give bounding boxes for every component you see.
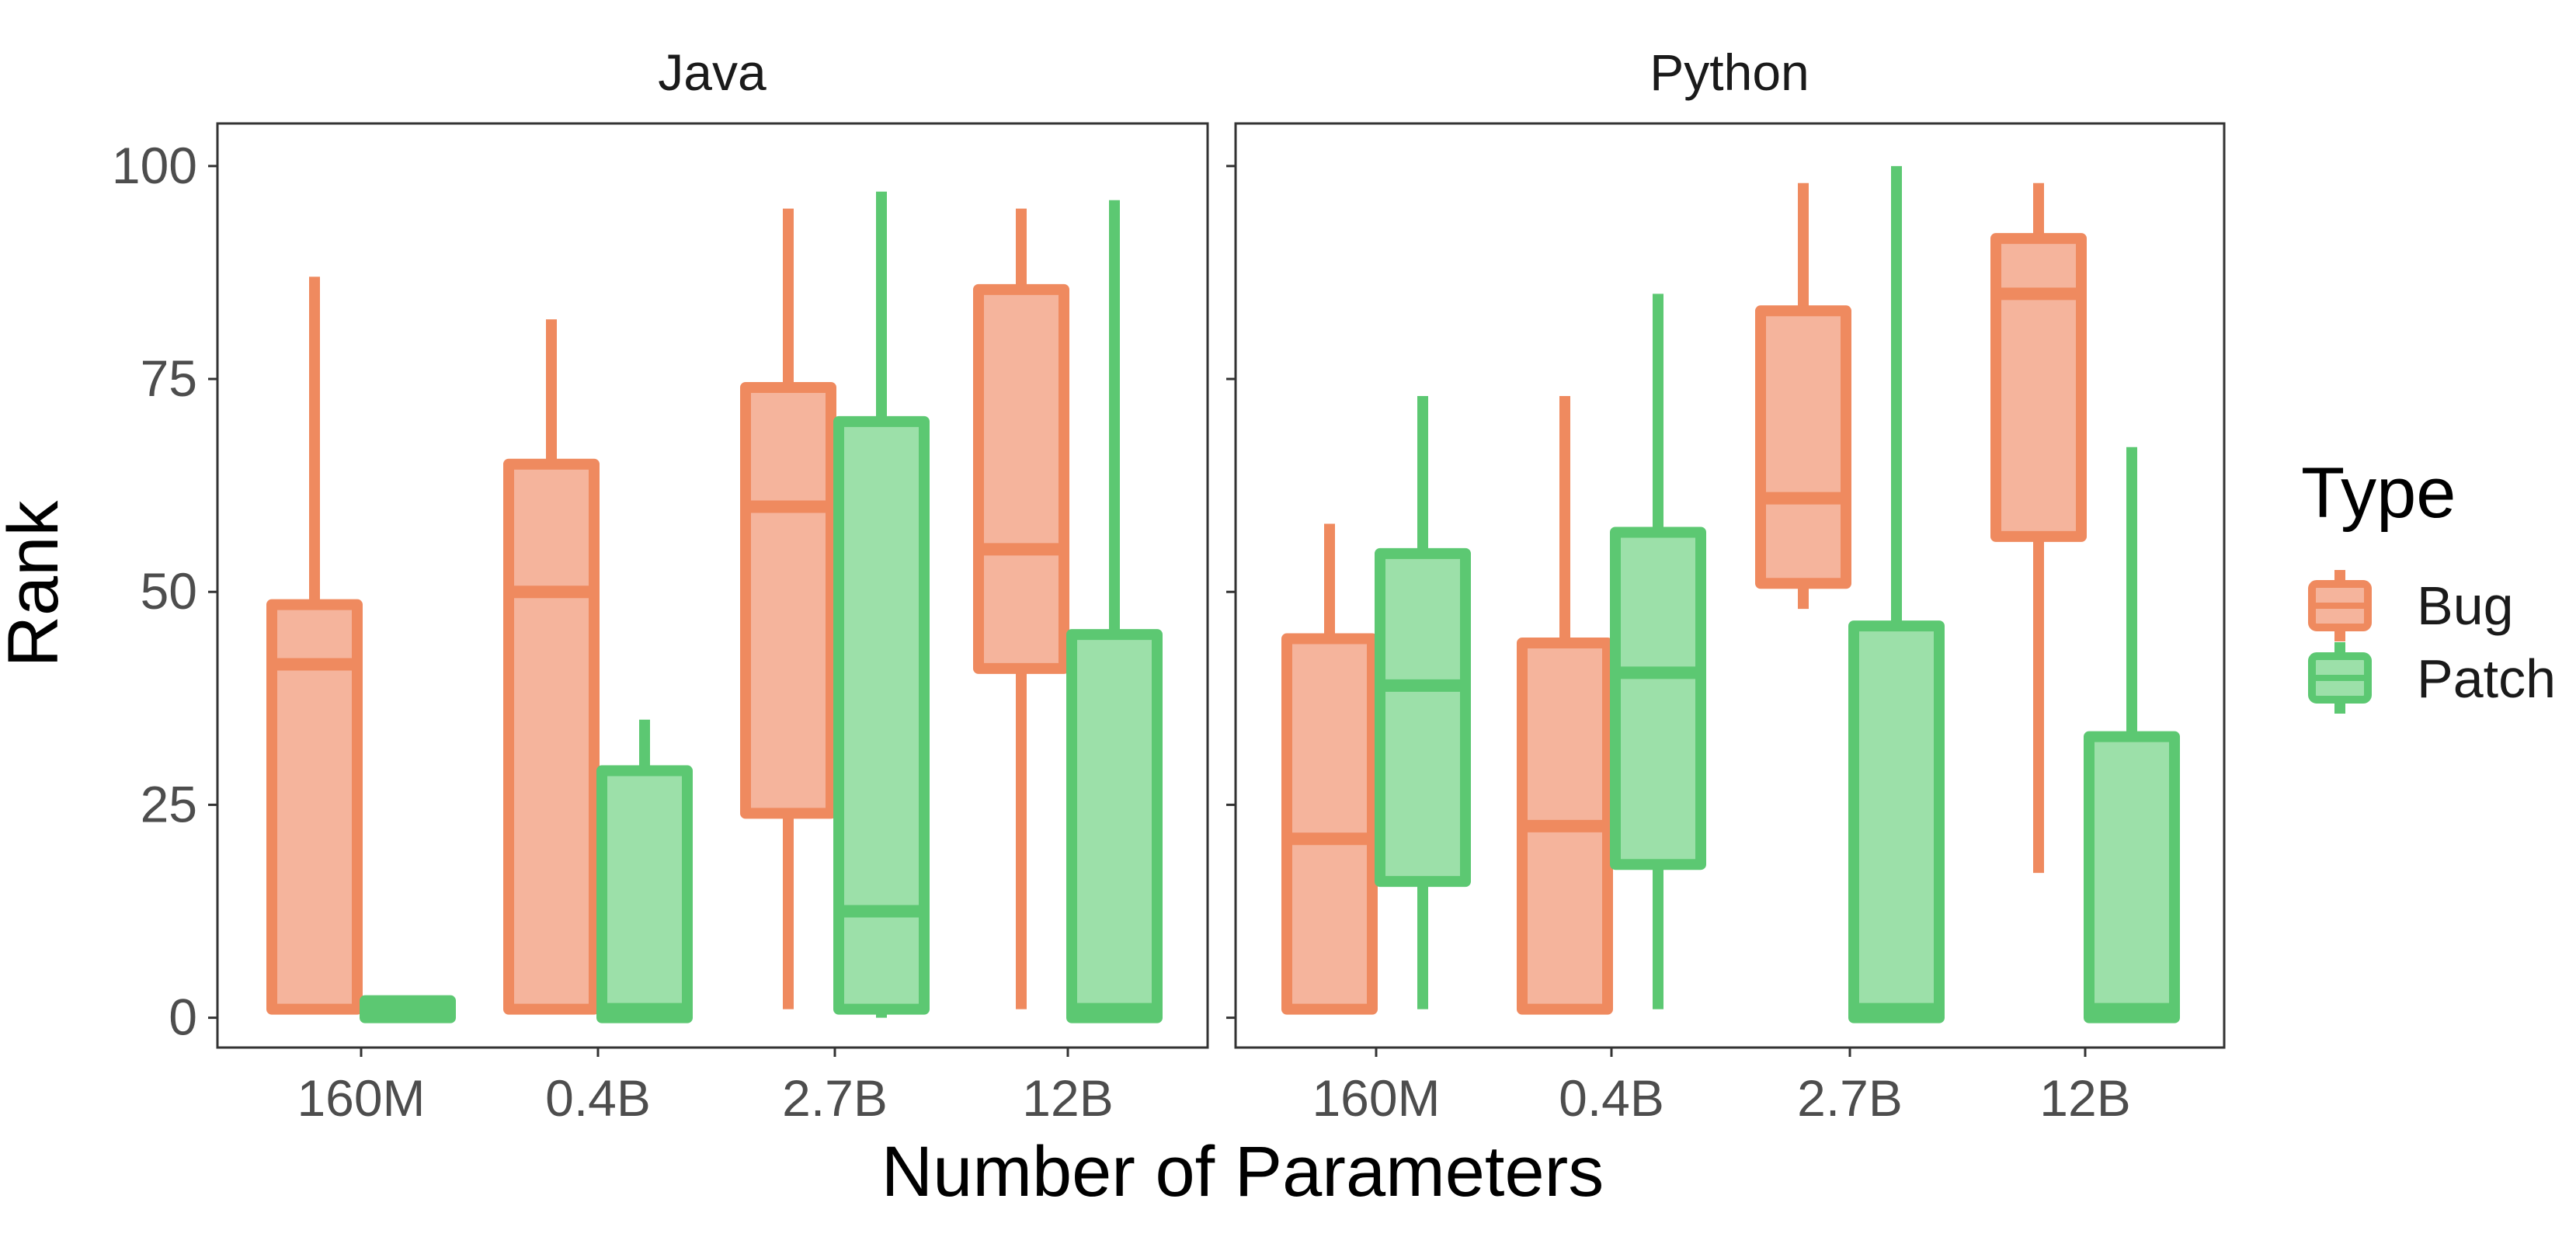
- box-java-0-4b-patch: [596, 719, 693, 1023]
- box-body-python-2-7b-bug: [1755, 305, 1851, 589]
- y-tick-label-75: 75: [141, 349, 197, 407]
- box-body-java-2-7b-patch: [833, 415, 930, 1015]
- box-body-python-160m-patch: [1375, 547, 1471, 888]
- box-python-0-4b-patch: [1610, 294, 1706, 1009]
- box-python-2-7b-bug: [1755, 182, 1851, 610]
- y-axis-title: Rank: [0, 500, 73, 668]
- box-python-12b-bug: [1990, 182, 2087, 874]
- legend-label-bug: Bug: [2417, 575, 2514, 636]
- boxes-layer: [266, 165, 2180, 1023]
- box-body-java-0-4b-patch: [596, 765, 693, 1023]
- x-tick-label-python-0-4b: 0.4B: [1559, 1069, 1664, 1127]
- box-body-java-2-7b-bug: [740, 382, 836, 819]
- y-tick-label-100: 100: [112, 137, 197, 194]
- legend-label-patch: Patch: [2417, 648, 2556, 709]
- box-java-2-7b-bug: [740, 208, 836, 1009]
- box-body-python-12b-patch: [2084, 731, 2180, 1023]
- y-tick-label-25: 25: [141, 775, 197, 832]
- y-tick-label-0: 0: [169, 989, 197, 1046]
- panel-python-border: [1234, 122, 2226, 1049]
- x-tick-label-python-2-7b: 2.7B: [1797, 1069, 1903, 1127]
- legend-key-bug: [2308, 570, 2372, 641]
- x-tick-label-python-160m: 160M: [1312, 1069, 1440, 1127]
- x-tick-label-java-12b: 12B: [1022, 1069, 1113, 1127]
- box-body-python-0-4b-patch: [1610, 526, 1706, 870]
- x-axis-title: Number of Parameters: [881, 1132, 1604, 1211]
- box-body-python-160m-bug: [1281, 633, 1378, 1015]
- box-python-160m-patch: [1375, 395, 1471, 1009]
- box-body-java-0-4b-bug: [503, 458, 600, 1015]
- box-java-160m-patch: [360, 995, 456, 1023]
- box-java-12b-bug: [973, 208, 1069, 1009]
- panel-java-border: [216, 122, 1209, 1049]
- box-java-160m-bug: [266, 276, 363, 1015]
- legend-keys: [2308, 570, 2372, 714]
- y-axis: 0 25 50 75 100: [112, 137, 1236, 1046]
- box-python-160m-bug: [1281, 523, 1378, 1015]
- box-body-java-160m-bug: [266, 599, 363, 1015]
- box-python-2-7b-patch: [1848, 165, 1945, 1023]
- box-body-python-12b-bug: [1990, 233, 2087, 542]
- facet-title-java: Java: [658, 43, 767, 101]
- box-java-12b-patch: [1066, 200, 1163, 1023]
- facet-title-python: Python: [1650, 43, 1809, 101]
- x-tick-label-python-12b: 12B: [2039, 1069, 2130, 1127]
- box-python-0-4b-bug: [1517, 395, 1613, 1015]
- box-body-python-2-7b-patch: [1848, 620, 1945, 1023]
- legend-key-patch: [2308, 642, 2372, 714]
- legend-title: Type: [2301, 453, 2456, 533]
- x-tick-label-java-160m: 160M: [297, 1069, 425, 1127]
- box-java-2-7b-patch: [833, 191, 930, 1018]
- x-tick-label-java-2-7b: 2.7B: [782, 1069, 888, 1127]
- legend: Type Bug Patch: [2301, 453, 2556, 714]
- x-tick-label-java-0-4b: 0.4B: [545, 1069, 651, 1127]
- box-java-0-4b-bug: [503, 319, 600, 1015]
- box-body-java-12b-patch: [1066, 629, 1163, 1023]
- box-body-java-12b-bug: [973, 283, 1069, 674]
- x-axis: 160M 0.4B 2.7B 12B 160M 0.4B 2.7B 12B: [297, 1048, 2131, 1127]
- box-python-12b-patch: [2084, 447, 2180, 1023]
- y-tick-label-50: 50: [141, 562, 197, 620]
